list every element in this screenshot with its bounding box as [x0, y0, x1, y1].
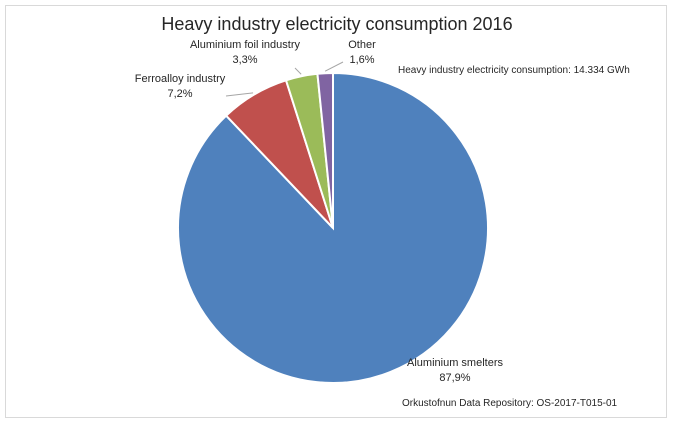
slice-label-ferroalloy-industry: Ferroalloy industry 7,2%	[120, 72, 240, 102]
leader-line-ferroalloy-industry	[225, 92, 254, 97]
pie-slice-other	[316, 71, 334, 229]
slice-label-other: Other 1,6%	[340, 38, 384, 68]
source-note: Orkustofnun Data Repository: OS-2017-T01…	[402, 398, 618, 409]
chart-title: Heavy industry electricity consumption 2…	[161, 14, 513, 34]
leader-line-aluminium-foil-industry	[294, 67, 302, 75]
slice-label-aluminium-smelters: Aluminium smelters 87,9%	[400, 356, 510, 386]
total-consumption-note: Heavy industry electricity consumption: …	[398, 65, 630, 76]
slice-label-value: 1,6%	[349, 54, 375, 66]
slice-label-name: Aluminium foil industry	[189, 39, 301, 51]
slice-label-name: Other	[348, 39, 376, 51]
slice-label-value: 87,9%	[439, 372, 471, 384]
slice-label-name: Aluminium smelters	[407, 357, 503, 369]
slice-label-value: 7,2%	[167, 88, 193, 100]
leader-line-other	[324, 61, 344, 72]
slice-label-name: Ferroalloy industry	[134, 73, 226, 85]
slice-label-value: 3,3%	[232, 54, 258, 66]
slice-label-aluminium-foil-industry: Aluminium foil industry 3,3%	[176, 38, 314, 68]
